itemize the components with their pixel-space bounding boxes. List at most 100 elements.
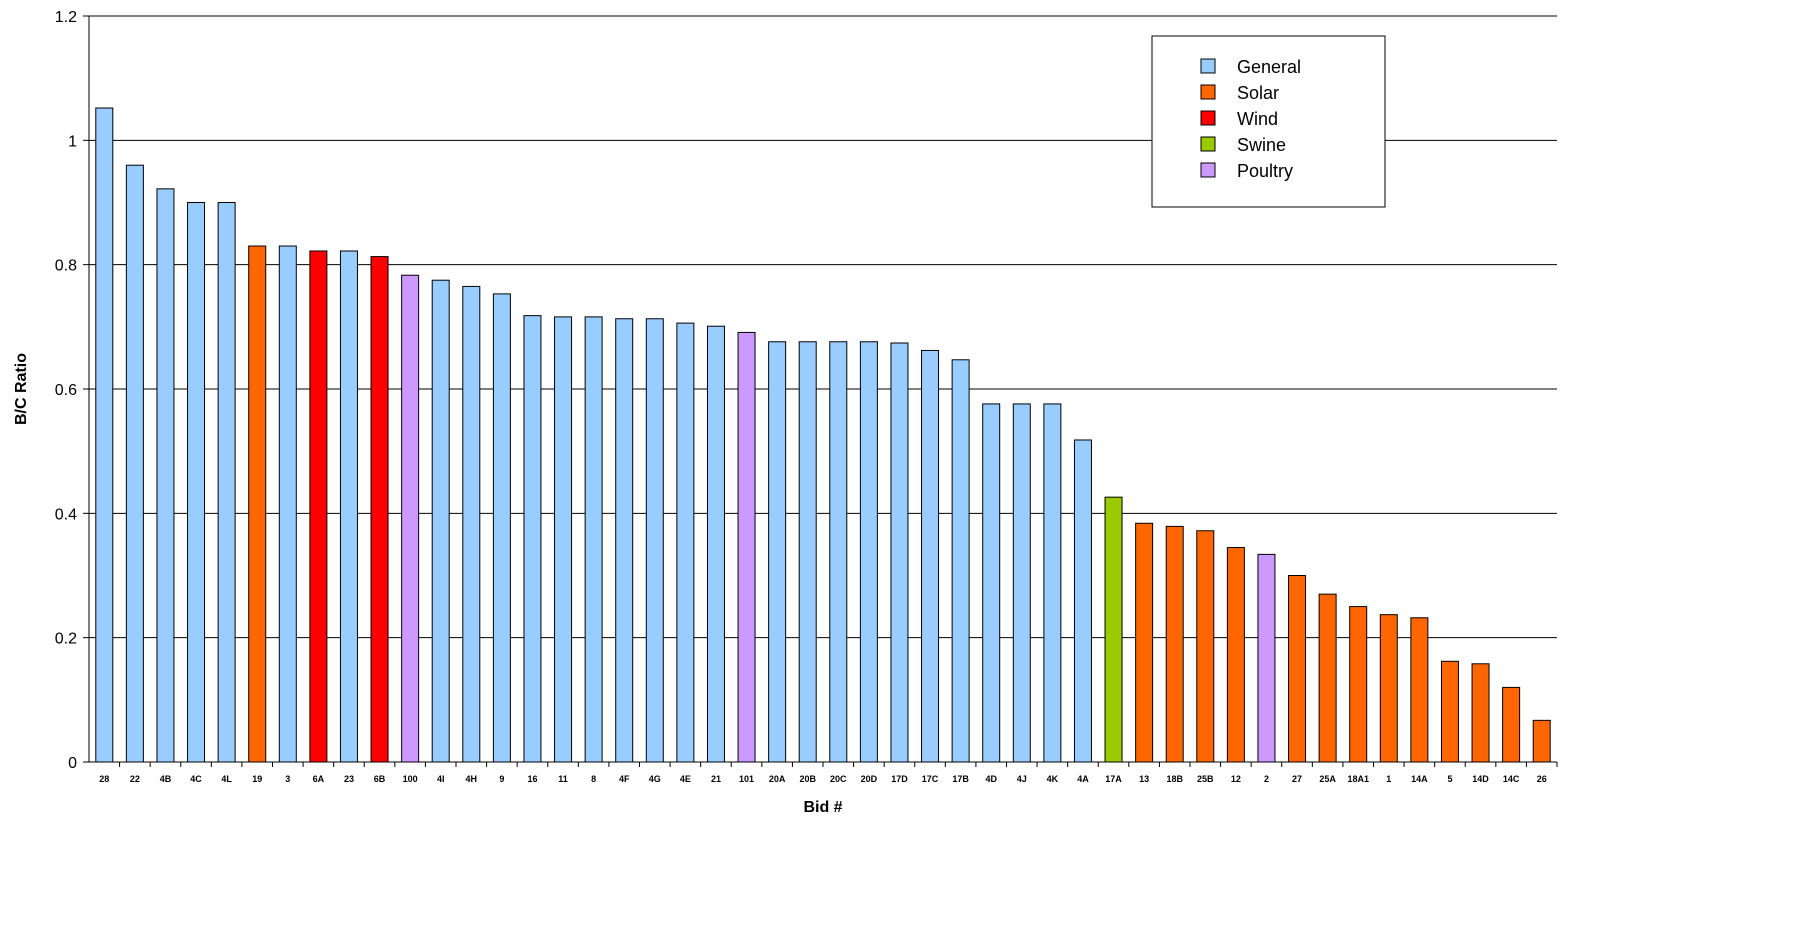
bar-20C — [829, 341, 848, 763]
bar-17D — [890, 342, 909, 763]
bar-4J — [1012, 403, 1031, 763]
legend-label-solar: Solar — [1237, 83, 1279, 103]
bar-18A1 — [1349, 606, 1368, 763]
bar-13 — [1135, 522, 1154, 763]
x-tick-label: 6A — [313, 774, 325, 784]
bar-4L — [217, 202, 236, 763]
bar-17B — [951, 359, 970, 763]
y-tick-label: 1 — [68, 133, 77, 150]
bar-18B — [1165, 525, 1184, 763]
x-tick-label: 23 — [344, 774, 354, 784]
x-tick-label: 4K — [1047, 774, 1059, 784]
y-axis-title: B/C Ratio — [13, 353, 30, 425]
x-tick-label: 1 — [1386, 774, 1391, 784]
x-tick-label: 17C — [922, 774, 939, 784]
bars — [95, 107, 1558, 767]
x-tick-label: 19 — [252, 774, 262, 784]
legend-label-swine: Swine — [1237, 135, 1286, 155]
x-tick-label: 11 — [558, 774, 568, 784]
x-tick-label: 3 — [285, 774, 290, 784]
axes — [88, 16, 1557, 763]
x-tick-label: 17A — [1105, 774, 1122, 784]
x-tick-label: 17D — [891, 774, 908, 784]
legend-label-wind: Wind — [1237, 109, 1278, 129]
bar-4A — [1073, 439, 1092, 763]
bar-20B — [798, 341, 817, 763]
bar-8 — [584, 316, 603, 763]
x-tick-label: 17B — [952, 774, 969, 784]
y-tick-label: 0.4 — [55, 506, 77, 523]
bar-4E — [676, 322, 695, 763]
bar-28 — [95, 107, 114, 763]
x-tick-label: 20C — [830, 774, 847, 784]
x-tick-label: 22 — [130, 774, 140, 784]
x-tick-label: 4G — [649, 774, 661, 784]
bar-9 — [492, 293, 511, 763]
bar-22 — [125, 164, 144, 763]
bar-20A — [768, 341, 787, 763]
x-tick-label: 4J — [1017, 774, 1027, 784]
y-tick-label: 1.2 — [55, 9, 77, 26]
x-tick-label: 25B — [1197, 774, 1214, 784]
x-tick-label: 28 — [99, 774, 109, 784]
bar-5 — [1440, 660, 1459, 763]
bar-17A — [1104, 496, 1123, 763]
x-tick-label: 16 — [527, 774, 537, 784]
y-tick-label: 0.2 — [55, 631, 77, 648]
x-tick-label: 26 — [1537, 774, 1547, 784]
x-tick-label: 100 — [403, 774, 418, 784]
bar-4G — [645, 318, 664, 763]
x-tick-label: 12 — [1231, 774, 1241, 784]
x-tick-label: 4E — [680, 774, 691, 784]
legend-box — [1151, 35, 1386, 208]
legend-swatch-solar — [1200, 84, 1216, 100]
x-tick-label: 4L — [221, 774, 232, 784]
x-tick-labels: 28 22 4B 4C 4L 19 3 6A 23 6B 100 4I 4H 9 16 11 8 4F 4G 4E 21… — [99, 774, 1546, 784]
bar-101 — [737, 331, 756, 763]
bar-21 — [706, 325, 725, 763]
legend-swatch-wind — [1200, 110, 1216, 126]
x-tick-label: 4C — [190, 774, 202, 784]
bar-1 — [1379, 614, 1398, 763]
x-tick-label: 8 — [591, 774, 596, 784]
legend-swatch-general — [1200, 58, 1216, 74]
bar-19 — [248, 245, 267, 763]
bar-4F — [615, 318, 634, 763]
legend-label-general: General — [1237, 57, 1301, 77]
bar-20D — [859, 341, 878, 763]
bar-4B — [156, 188, 175, 763]
bar-25A — [1318, 593, 1337, 763]
x-tick-label: 21 — [711, 774, 721, 784]
bar-4I — [431, 279, 450, 763]
x-tick-label: 101 — [739, 774, 754, 784]
bar-14C — [1502, 686, 1521, 763]
bar-4D — [982, 403, 1001, 763]
bar-16 — [523, 315, 542, 763]
bar-11 — [554, 316, 573, 763]
bar-4K — [1043, 403, 1062, 763]
x-tick-label: 2 — [1264, 774, 1269, 784]
x-tick-label: 4B — [160, 774, 172, 784]
bar-26 — [1532, 719, 1551, 763]
y-tick-labels: 0 0.2 0.4 0.6 0.8 1 1.2 — [55, 9, 77, 772]
x-tick-label: 27 — [1292, 774, 1302, 784]
x-tick-label: 13 — [1139, 774, 1149, 784]
x-tick-label: 18A1 — [1347, 774, 1369, 784]
bar-25B — [1196, 530, 1215, 763]
y-tick-label: 0 — [68, 755, 77, 772]
x-tick-label: 14A — [1411, 774, 1428, 784]
y-tick-label: 0.6 — [55, 382, 77, 399]
bar-3 — [278, 245, 297, 763]
bar-14D — [1471, 663, 1490, 763]
x-tick-label: 20D — [861, 774, 878, 784]
bar-6B — [370, 256, 389, 763]
bar-100 — [401, 274, 420, 763]
x-tick-label: 4F — [619, 774, 630, 784]
legend-label-poultry: Poultry — [1237, 161, 1293, 181]
x-tick-label: 9 — [499, 774, 504, 784]
bar-2 — [1257, 553, 1276, 763]
x-tick-label: 25A — [1319, 774, 1336, 784]
bar-4H — [462, 285, 481, 763]
